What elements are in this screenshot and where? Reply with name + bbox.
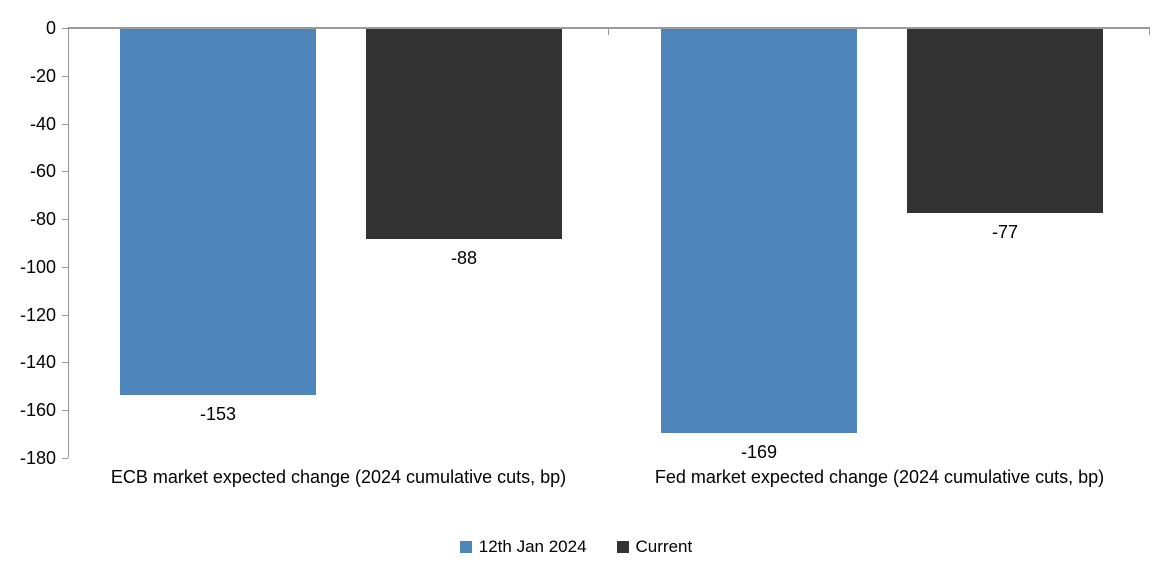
- bar-12th-jan-2024-fed: [661, 29, 857, 433]
- legend-label-current: Current: [635, 537, 693, 556]
- y-axis-tick-label: -180: [19, 448, 56, 468]
- y-axis-tick-label: -140: [19, 352, 56, 373]
- y-axis-tick-mark: [62, 314, 68, 316]
- legend-swatch-current-icon: [616, 541, 629, 553]
- y-axis-tick-mark: [62, 219, 68, 221]
- y-axis-tick-label: -160: [19, 400, 56, 421]
- legend-item-current: Current: [616, 536, 693, 558]
- y-axis-line: [68, 28, 69, 458]
- y-axis-tick-mark: [62, 75, 68, 77]
- y-axis-tick-label: -60: [29, 161, 56, 182]
- y-axis-tick-mark: [62, 171, 68, 173]
- y-axis-tick-mark: [62, 362, 68, 364]
- y-axis-tick-label: -80: [29, 209, 56, 230]
- bar-value-label: -153: [199, 403, 237, 424]
- y-axis-tick-mark: [62, 410, 68, 412]
- legend-swatch-12th-jan-2024-icon: [459, 541, 472, 553]
- bar-value-label: -88: [450, 248, 477, 269]
- y-axis-tick-mark: [62, 458, 68, 459]
- y-axis-tick-label: 0: [45, 18, 56, 38]
- category-label: Fed market expected change (2024 cumulat…: [654, 467, 1105, 487]
- bar-current-ecb: [366, 29, 562, 240]
- y-axis-tick-mark: [62, 123, 68, 125]
- y-axis-tick-label: -100: [19, 256, 56, 277]
- y-axis-tick-label: -20: [29, 65, 56, 86]
- bar-value-label: -77: [991, 221, 1018, 242]
- x-axis-tick-mark: [1149, 29, 1150, 35]
- y-axis-tick-mark: [62, 28, 68, 29]
- y-axis-tick-label: -120: [19, 304, 56, 325]
- bar-12th-jan-2024-ecb: [120, 29, 316, 395]
- category-label: ECB market expected change (2024 cumulat…: [110, 467, 567, 487]
- x-axis-tick-mark: [608, 29, 609, 35]
- y-axis-tick-label: -40: [29, 113, 56, 134]
- legend: 12th Jan 2024 Current: [0, 536, 1152, 558]
- legend-label-12th-jan-2024: 12th Jan 2024: [478, 537, 587, 556]
- y-axis-tick-mark: [62, 266, 68, 268]
- legend-item-12th-jan-2024: 12th Jan 2024: [459, 536, 587, 558]
- x-axis-zero-line: [68, 27, 1150, 29]
- bar-value-label: -169: [740, 441, 778, 462]
- bar-current-fed: [907, 29, 1103, 213]
